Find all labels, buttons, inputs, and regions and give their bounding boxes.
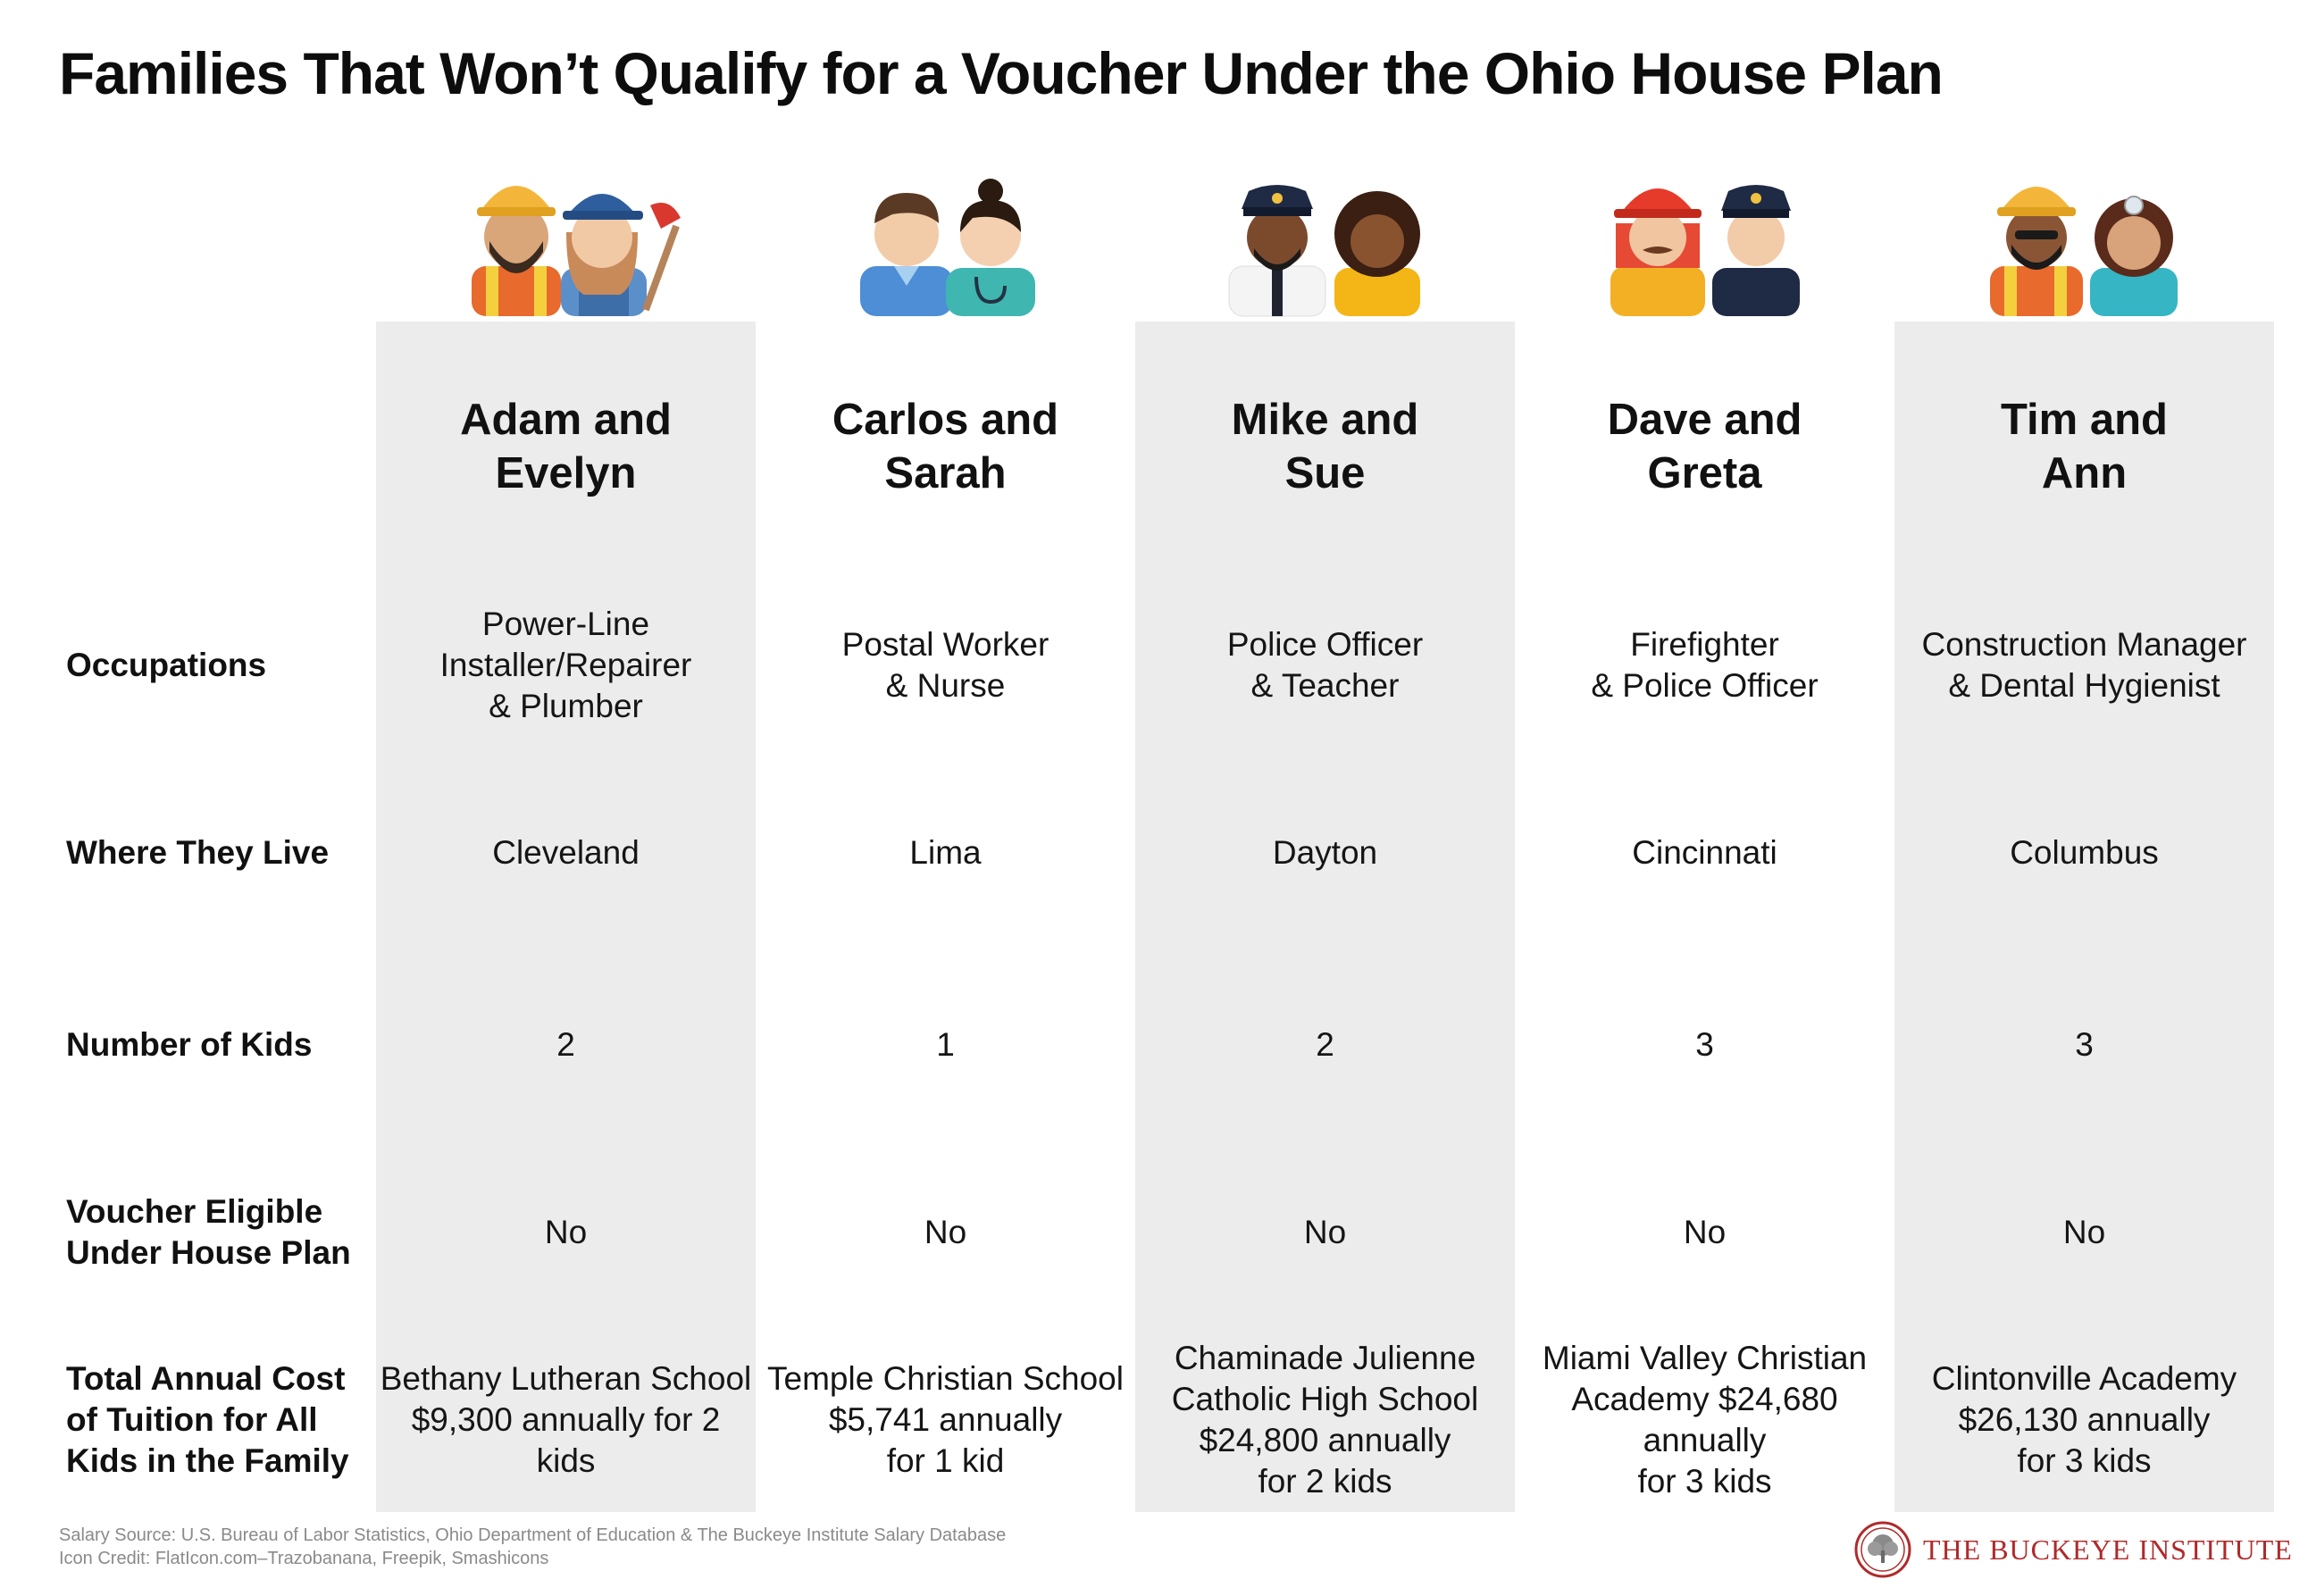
cell-occupations-5: Construction Manager & Dental Hygienist bbox=[1921, 626, 2247, 704]
row-label-where-they-live: Where They Live bbox=[66, 834, 330, 871]
cell-where-1: Cleveland bbox=[492, 834, 640, 871]
cell-eligible-3: No bbox=[1303, 1214, 1347, 1250]
family-name-3: Mike and Sue bbox=[1231, 396, 1419, 497]
row-label-number-of-kids: Number of Kids bbox=[66, 1026, 313, 1063]
column-shading-1 bbox=[376, 322, 756, 1512]
family-name-5: Tim and Ann bbox=[2001, 396, 2168, 497]
cell-tuition-5: Clintonville Academy $26,130 annually fo… bbox=[1931, 1360, 2237, 1479]
icon-credit: Icon Credit: FlatIcon.com–Trazobanana, F… bbox=[59, 1549, 549, 1568]
cell-kids-1: 2 bbox=[556, 1026, 575, 1063]
family-2-icons bbox=[756, 152, 1135, 322]
buckeye-institute-logo: THE BUCKEYE INSTITUTE bbox=[1853, 1518, 2293, 1581]
family-4-icons bbox=[1515, 152, 1894, 322]
cell-where-5: Columbus bbox=[2010, 834, 2159, 871]
cell-where-3: Dayton bbox=[1272, 834, 1378, 871]
cell-tuition-4: Miami Valley Christian Academy $24,680 a… bbox=[1542, 1340, 1868, 1500]
cell-kids-2: 1 bbox=[936, 1026, 955, 1063]
row-label-total-tuition: Total Annual Cost of Tuition for All Kid… bbox=[66, 1360, 349, 1479]
cell-occupations-3: Police Officer & Teacher bbox=[1226, 626, 1424, 704]
salary-source: Salary Source: U.S. Bureau of Labor Stat… bbox=[59, 1525, 1007, 1545]
family-name-1: Adam and Evelyn bbox=[460, 396, 672, 497]
row-label-occupations: Occupations bbox=[66, 647, 267, 683]
page-title: Families That Won’t Qualify for a Vouche… bbox=[59, 40, 1944, 106]
row-label-voucher-eligible: Voucher Eligible Under House Plan bbox=[66, 1193, 351, 1271]
cell-tuition-3: Chaminade Julienne Catholic High School … bbox=[1171, 1340, 1479, 1500]
cell-occupations-4: Firefighter & Police Officer bbox=[1591, 626, 1819, 704]
construction-manager-icon bbox=[1989, 187, 2083, 316]
cell-kids-3: 2 bbox=[1316, 1026, 1334, 1063]
cell-where-2: Lima bbox=[909, 834, 982, 871]
family-3-icons bbox=[1135, 152, 1515, 322]
column-shading-5 bbox=[1894, 322, 2274, 1512]
family-name-4: Dave and Greta bbox=[1607, 396, 1802, 497]
logo-text: THE BUCKEYE INSTITUTE bbox=[1923, 1533, 2293, 1566]
family-5-icons bbox=[1894, 152, 2274, 322]
plumber-icon bbox=[560, 194, 681, 316]
buckeye-tree-seal-icon bbox=[1854, 1521, 1911, 1578]
cell-where-4: Cincinnati bbox=[1632, 834, 1777, 871]
family-1-icons bbox=[376, 152, 756, 322]
police-officer-icon bbox=[1711, 185, 1800, 316]
cell-tuition-1: Bethany Lutheran School $9,300 annually … bbox=[380, 1360, 752, 1479]
postal-worker-icon bbox=[859, 193, 953, 316]
cell-occupations-2: Postal Worker & Nurse bbox=[841, 626, 1049, 704]
cell-eligible-4: No bbox=[1683, 1214, 1727, 1250]
footer-credits: Salary Source: U.S. Bureau of Labor Stat… bbox=[59, 1524, 1006, 1570]
column-shading-3 bbox=[1135, 322, 1515, 1512]
cell-kids-5: 3 bbox=[2075, 1026, 2094, 1063]
dental-hygienist-icon bbox=[2089, 196, 2178, 316]
firefighter-icon bbox=[1610, 188, 1705, 316]
nurse-icon bbox=[945, 179, 1035, 316]
cell-tuition-2: Temple Christian School $5,741 annually … bbox=[767, 1360, 1124, 1479]
construction-worker-icon bbox=[471, 186, 561, 316]
cell-eligible-2: No bbox=[924, 1214, 967, 1250]
cell-eligible-5: No bbox=[2062, 1214, 2106, 1250]
police-officer-icon bbox=[1228, 185, 1325, 317]
teacher-icon bbox=[1334, 191, 1420, 316]
cell-occupations-1: Power-Line Installer/Repairer & Plumber bbox=[439, 606, 692, 724]
cell-eligible-1: No bbox=[544, 1214, 588, 1250]
cell-kids-4: 3 bbox=[1695, 1026, 1714, 1063]
family-name-2: Carlos and Sarah bbox=[832, 396, 1059, 497]
